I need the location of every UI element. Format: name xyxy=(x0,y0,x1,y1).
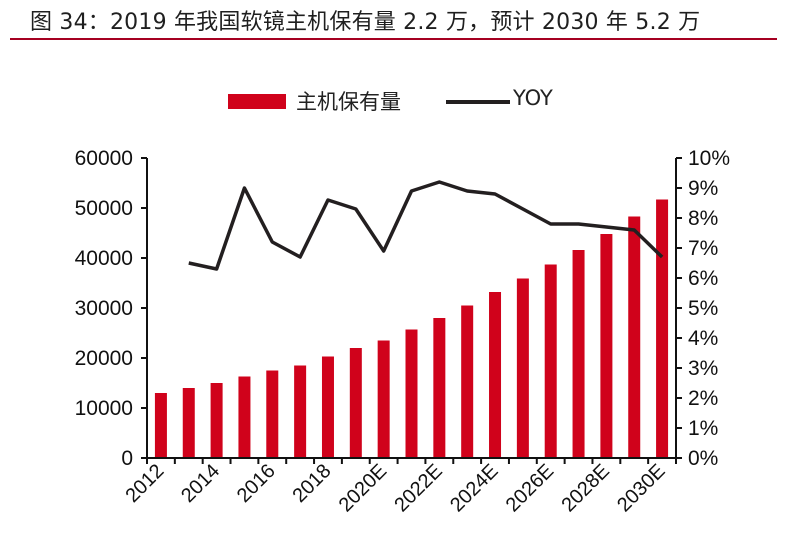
bar xyxy=(544,264,557,458)
bar xyxy=(349,348,362,458)
y-right-tick-label: 1% xyxy=(688,417,718,440)
y-left-tick-label: 0 xyxy=(121,447,133,470)
y-right-tick-label: 6% xyxy=(688,267,718,290)
legend-label-line: YOY xyxy=(513,86,553,110)
x-tick-label: 2022E xyxy=(390,460,446,516)
page-title: 图 34：2019 年我国软镜主机保有量 2.2 万，预计 2030 年 5.2… xyxy=(30,10,701,35)
y-right-tick-label: 5% xyxy=(688,297,718,320)
bar xyxy=(516,278,529,458)
bar xyxy=(266,370,279,458)
x-tick-label: 2028E xyxy=(557,460,613,516)
legend-label-bar: 主机保有量 xyxy=(296,90,401,114)
bar xyxy=(461,305,474,458)
bar xyxy=(628,216,641,458)
bar xyxy=(656,199,669,458)
y-right-tick-label: 2% xyxy=(688,387,718,410)
y-right-tick-label: 7% xyxy=(688,237,718,260)
chart-legend: 主机保有量 YOY xyxy=(0,86,787,116)
bar xyxy=(377,340,390,458)
title-divider xyxy=(10,38,777,40)
y-right-tick-label: 8% xyxy=(688,207,718,230)
y-right-tick-label: 3% xyxy=(688,357,718,380)
bar xyxy=(489,292,502,458)
y-left-tick-label: 50000 xyxy=(75,197,133,220)
legend-swatch-bar xyxy=(228,94,286,109)
bar xyxy=(238,376,251,458)
x-tick-label: 2020E xyxy=(335,460,391,516)
x-tick-label: 2024E xyxy=(446,460,502,516)
x-tick-label: 2016 xyxy=(233,460,280,507)
bar xyxy=(210,383,223,458)
bar xyxy=(600,234,613,458)
bar xyxy=(433,318,446,458)
x-tick-label: 2030E xyxy=(613,460,669,516)
y-right-tick-label: 4% xyxy=(688,327,718,350)
x-tick-label: 2014 xyxy=(177,460,224,507)
y-left-tick-label: 20000 xyxy=(75,347,133,370)
bar xyxy=(321,356,334,458)
bar xyxy=(572,250,585,458)
y-left-tick-label: 10000 xyxy=(75,397,133,420)
y-right-tick-label: 9% xyxy=(688,177,718,200)
y-right-tick-label: 10% xyxy=(688,147,730,170)
legend-swatch-line xyxy=(446,100,510,104)
y-right-tick-label: 0% xyxy=(688,447,718,470)
bar xyxy=(294,365,307,458)
bar xyxy=(154,393,167,458)
bar xyxy=(405,329,418,458)
y-left-tick-label: 30000 xyxy=(75,297,133,320)
bar xyxy=(182,388,195,458)
x-tick-label: 2026E xyxy=(502,460,558,516)
y-left-tick-label: 40000 xyxy=(75,247,133,270)
y-left-tick-label: 60000 xyxy=(75,147,133,170)
yoy-line xyxy=(188,180,664,271)
x-tick-label: 2018 xyxy=(288,460,335,507)
